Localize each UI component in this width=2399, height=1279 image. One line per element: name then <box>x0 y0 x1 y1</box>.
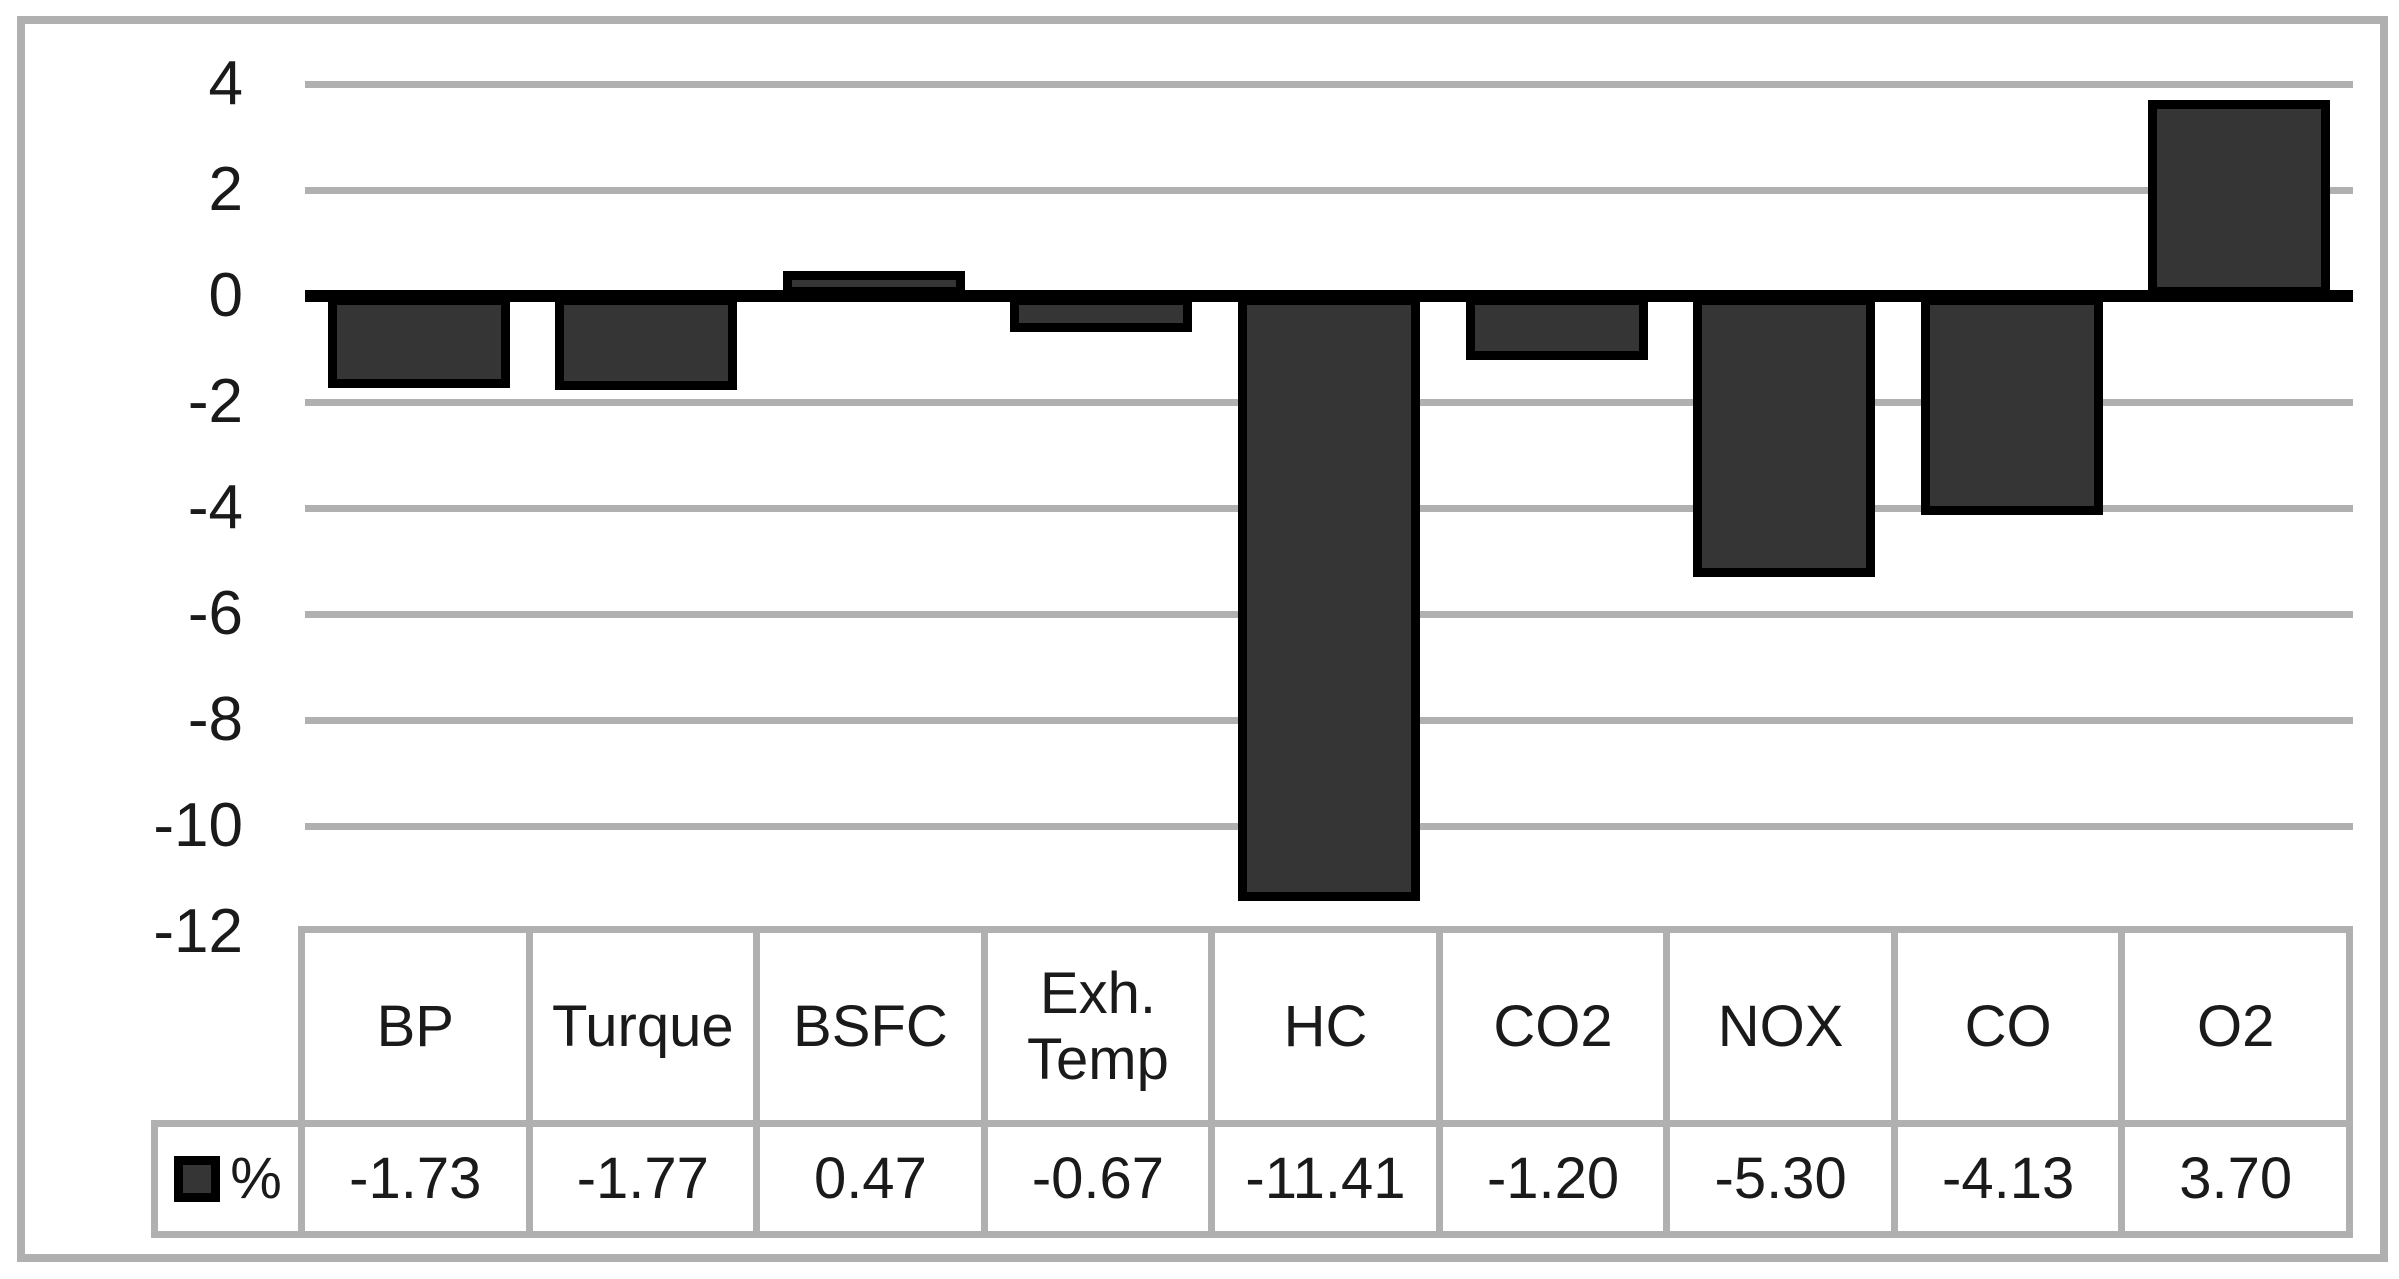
value-cell-exh-temp: -0.67 <box>980 1120 1216 1238</box>
value-cell-hc: -11.41 <box>1208 1120 1443 1238</box>
header-cell-bsfc: BSFC <box>753 926 988 1127</box>
legend-marker-icon <box>174 1156 221 1202</box>
bar-nox <box>1693 296 1876 577</box>
value-cell-bp: -1.73 <box>298 1120 533 1238</box>
gridline-4 <box>305 81 2353 88</box>
header-cell-hc: HC <box>1208 926 1443 1127</box>
header-cell-o2: O2 <box>2118 926 2353 1127</box>
y-axis-label--12: -12 <box>153 897 243 966</box>
chart-frame <box>17 16 2388 1262</box>
y-axis-label--6: -6 <box>187 579 243 648</box>
y-axis-label--4: -4 <box>187 473 243 542</box>
header-cell-bp: BP <box>298 926 533 1127</box>
header-cell-co2: CO2 <box>1435 926 1671 1127</box>
bar-co <box>1920 296 2103 515</box>
value-cell-o2: 3.70 <box>2118 1120 2353 1238</box>
bar-hc <box>1238 296 1420 901</box>
header-cell-exh-temp: Exh. Temp <box>980 926 1216 1127</box>
value-cell-co: -4.13 <box>1890 1120 2126 1238</box>
header-cell-turque: Turque <box>525 926 761 1127</box>
y-axis-label-0: 0 <box>208 261 243 330</box>
bar-co2 <box>1465 296 1648 360</box>
value-cell-nox: -5.30 <box>1663 1120 1898 1238</box>
zero-axis-line <box>305 290 2353 302</box>
y-axis-label--2: -2 <box>187 367 243 436</box>
header-cell-nox: NOX <box>1663 926 1898 1127</box>
value-cell-bsfc: 0.47 <box>753 1120 988 1238</box>
gridline-2 <box>305 187 2353 194</box>
bar-turque <box>555 296 738 390</box>
y-axis-label-4: 4 <box>208 49 243 118</box>
value-cell-turque: -1.77 <box>525 1120 761 1238</box>
bar-o2 <box>2148 99 2331 296</box>
value-cell-co2: -1.20 <box>1435 1120 1671 1238</box>
y-axis-label-2: 2 <box>208 155 243 224</box>
header-cell-co: CO <box>1890 926 2126 1127</box>
y-axis-label--10: -10 <box>153 791 243 860</box>
y-axis-label--8: -8 <box>187 685 243 754</box>
bar-bp <box>327 296 510 388</box>
legend-series-label: % <box>230 1146 282 1211</box>
legend-cell: % <box>151 1120 305 1238</box>
